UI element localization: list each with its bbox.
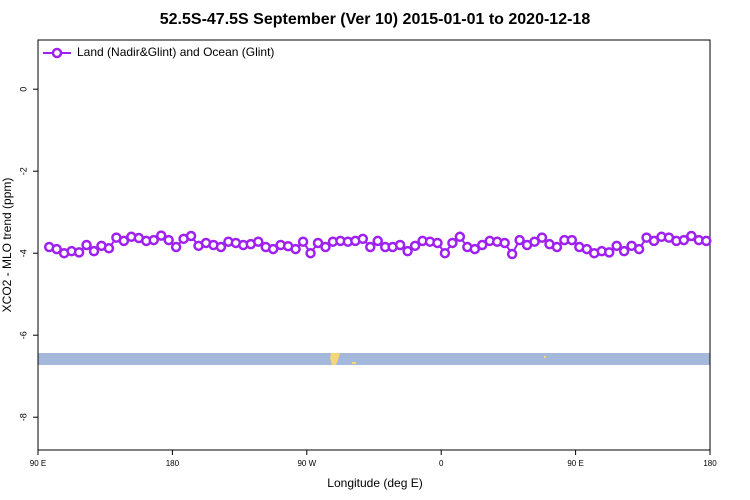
marker	[118, 235, 130, 247]
marker	[372, 235, 383, 247]
land-patch	[352, 362, 356, 364]
marker	[73, 247, 85, 258]
y-tick-label: -2	[18, 167, 28, 175]
x-tick-label: 0	[439, 459, 444, 468]
marker	[529, 236, 540, 247]
x-tick-label: 90 W	[297, 459, 316, 468]
marker	[155, 230, 167, 241]
land-patch	[330, 353, 340, 365]
x-tick-label: 90 E	[567, 459, 583, 468]
marker	[432, 237, 443, 249]
marker	[439, 247, 451, 259]
legend-marker	[51, 47, 63, 59]
marker	[163, 234, 174, 246]
marker	[297, 236, 309, 247]
marker	[253, 236, 264, 247]
marker	[51, 243, 62, 255]
x-axis-label: Longitude (deg E)	[327, 476, 422, 490]
marker	[536, 232, 548, 243]
marker	[581, 243, 593, 255]
marker	[611, 240, 622, 252]
marker	[506, 248, 518, 260]
legend-label: Land (Nadir&Glint) and Ocean (Glint)	[77, 45, 274, 59]
marker	[648, 235, 660, 247]
marker	[357, 233, 369, 245]
marker	[170, 241, 182, 253]
marker	[678, 234, 690, 246]
marker	[566, 234, 578, 246]
marker	[551, 241, 563, 253]
marker	[469, 243, 481, 255]
x-tick-label: 180	[703, 459, 717, 468]
marker	[633, 243, 645, 255]
marker	[603, 247, 615, 258]
y-tick-label: -6	[18, 331, 28, 339]
marker	[290, 243, 301, 255]
marker	[81, 239, 92, 251]
land-patch	[544, 356, 546, 358]
marker	[686, 230, 697, 242]
marker	[305, 247, 316, 259]
y-axis-label: XCO2 - MLO trend (ppm)	[0, 178, 14, 313]
x-tick-label: 180	[166, 459, 180, 468]
marker	[148, 234, 159, 246]
marker	[454, 231, 466, 243]
marker	[320, 241, 331, 253]
marker	[88, 245, 100, 257]
marker	[701, 235, 712, 247]
mask-band	[38, 353, 710, 365]
marker	[618, 245, 630, 257]
marker	[267, 243, 279, 255]
marker	[365, 241, 376, 253]
chart-title: 52.5S-47.5S September (Ver 10) 2015-01-0…	[160, 11, 591, 28]
marker	[185, 230, 197, 242]
x-tick-label: 90 E	[30, 459, 46, 468]
marker	[514, 234, 525, 246]
marker	[312, 237, 324, 249]
marker	[499, 237, 510, 249]
marker	[215, 241, 227, 253]
marker	[402, 245, 413, 257]
marker	[409, 240, 421, 252]
y-tick-label: 0	[18, 87, 28, 92]
marker	[447, 237, 458, 249]
marker	[477, 239, 488, 251]
land-mask	[38, 353, 710, 365]
plot-frame	[37, 39, 711, 451]
marker	[103, 243, 115, 254]
y-tick-label: -8	[18, 413, 28, 421]
y-tick-label: -4	[18, 249, 28, 257]
marker	[394, 239, 406, 251]
